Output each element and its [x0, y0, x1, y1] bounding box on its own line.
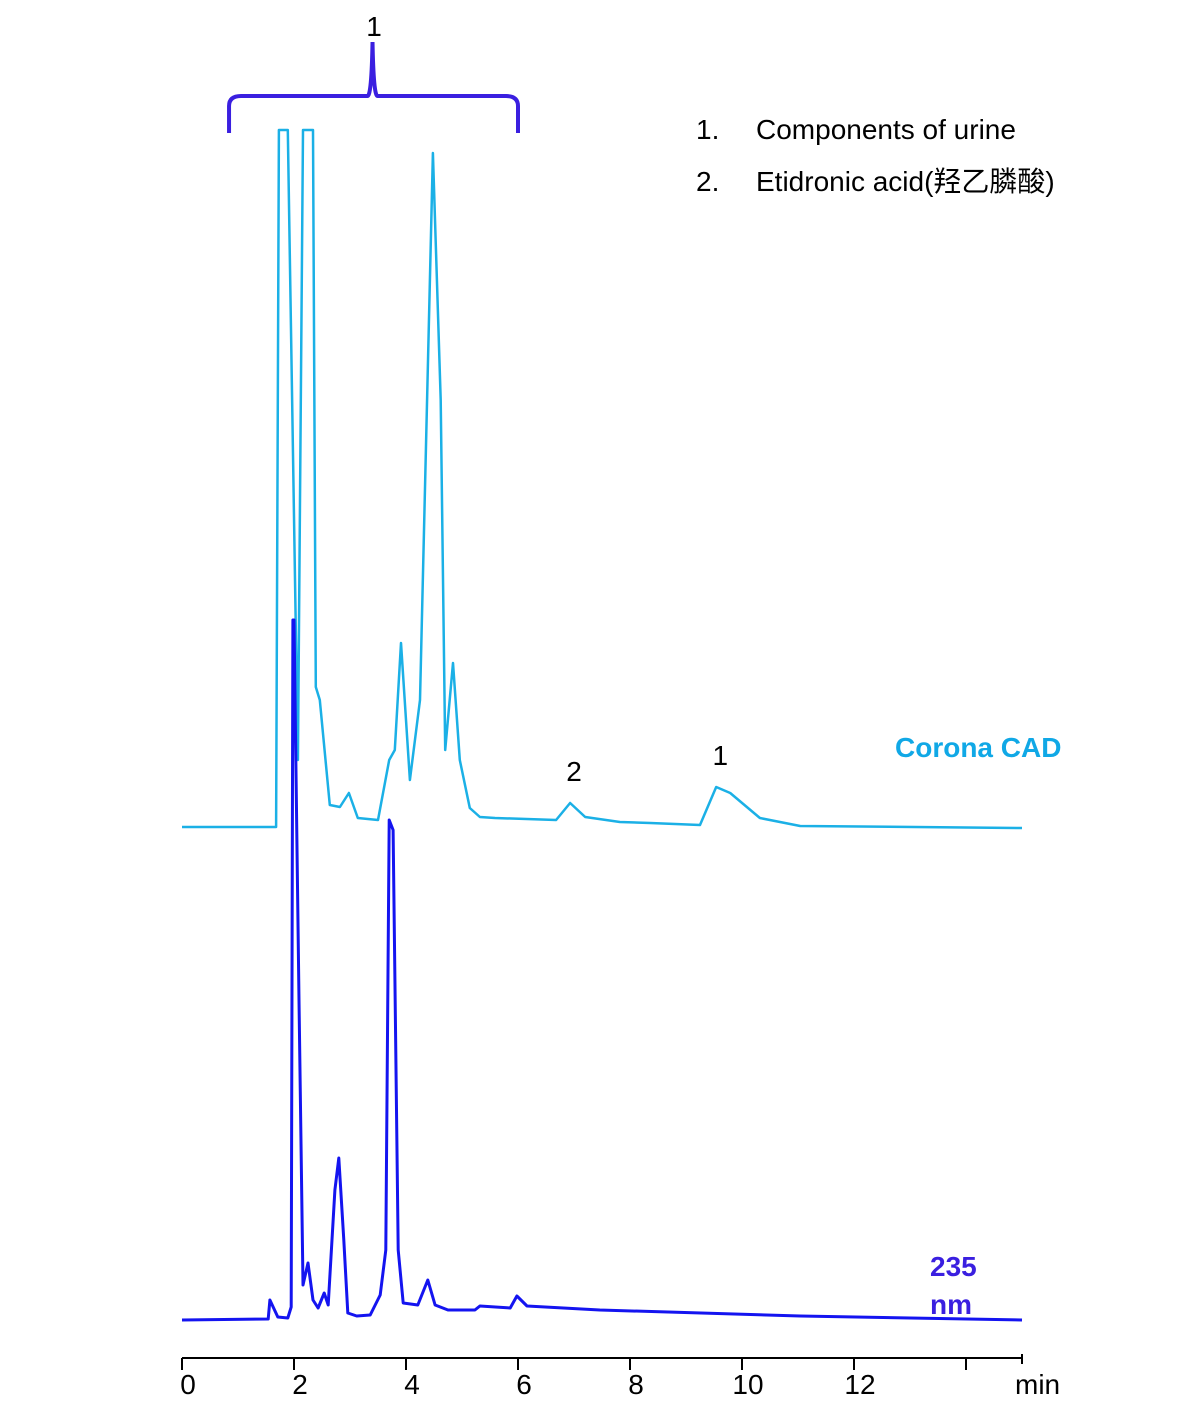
x-tick-label: 4 [404, 1369, 420, 1400]
x-axis-label: min [1015, 1369, 1060, 1400]
x-tick-label: 0 [180, 1369, 196, 1400]
trace-235nm [181, 618, 1023, 1322]
series-label-235nm-line1: 235 [930, 1251, 977, 1282]
x-axis: 0 2 4 6 8 10 12 [180, 1354, 1023, 1400]
legend-item-1-text: Components of urine [756, 114, 1016, 145]
trace-corona-cad [182, 128, 1023, 830]
x-tick-label: 6 [516, 1369, 532, 1400]
bracket-label: 1 [366, 11, 382, 42]
legend: 1. Components of urine 2. Etidronic acid… [696, 114, 1055, 197]
series-label-235nm-line2: nm [930, 1289, 972, 1320]
x-tick-label: 12 [844, 1369, 875, 1400]
bracket-line [227, 41, 520, 133]
peak-group-bracket [227, 41, 520, 133]
x-tick-label: 8 [628, 1369, 644, 1400]
peak-label: 1 [712, 740, 728, 771]
x-tick-label: 10 [732, 1369, 763, 1400]
peak-label: 2 [566, 756, 582, 787]
x-tick-label: 2 [292, 1369, 308, 1400]
legend-item-2-number: 2. [696, 166, 719, 197]
series-label-235nm: 235 nm [930, 1251, 985, 1320]
legend-item-2-text: Etidronic acid(羟乙膦酸) [756, 166, 1055, 197]
legend-item-1-number: 1. [696, 114, 719, 145]
series-label-corona-cad: Corona CAD [895, 732, 1061, 763]
